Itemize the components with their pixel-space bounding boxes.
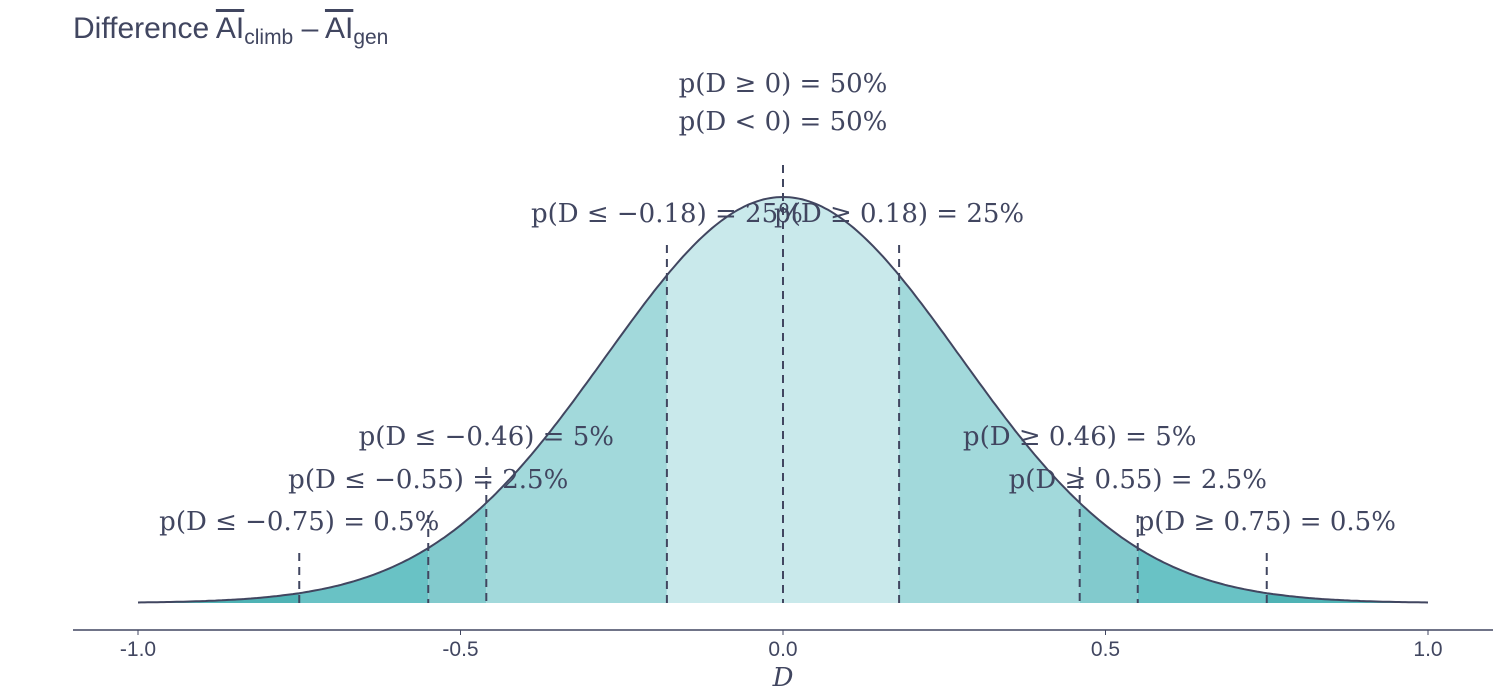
shaded-region — [138, 593, 300, 603]
shaded-region — [1079, 502, 1138, 603]
x-tick-label: -0.5 — [442, 638, 478, 661]
title-ai-climb: AI — [216, 12, 244, 45]
x-tick-label: 1.0 — [1413, 638, 1442, 661]
quantile-label: p(D ≤ −0.46) = 5% — [359, 422, 614, 452]
title-subscript-climb: climb — [244, 26, 293, 49]
shaded-region — [299, 548, 429, 603]
quantile-label: p(D ≥ 0.46) = 5% — [963, 422, 1197, 452]
title-ai-gen: AI — [325, 12, 353, 45]
quantile-label: p(D ≥ 0) = 50% — [679, 69, 888, 99]
title-subscript-gen: gen — [353, 26, 388, 49]
shaded-region — [783, 197, 900, 603]
quantile-label: p(D ≥ 0.18) = 25% — [774, 199, 1024, 229]
x-tick-label: 0.0 — [768, 638, 797, 661]
title-text: Difference — [73, 12, 216, 45]
x-tick-label: 0.5 — [1091, 638, 1120, 661]
shaded-regions — [138, 197, 1428, 603]
x-axis-label: D — [772, 663, 794, 693]
shaded-region — [899, 275, 1080, 603]
quantile-label: p(D ≥ 0.55) = 2.5% — [1009, 465, 1267, 495]
shaded-region — [486, 275, 667, 603]
quantile-lines — [298, 165, 1268, 603]
x-ticks: -1.0 -0.5 0.0 0.5 1.0 — [120, 630, 1443, 661]
quantile-label: p(D ≤ −0.75) = 0.5% — [159, 507, 439, 537]
shaded-region — [666, 197, 783, 603]
quantile-label: p(D ≥ 0.75) = 0.5% — [1138, 507, 1396, 537]
quantile-label: p(D < 0) = 50% — [679, 107, 888, 137]
annotations: p(D ≤ −0.75) = 0.5% p(D ≤ −0.55) = 2.5% p(… — [159, 69, 1396, 537]
shaded-region — [1137, 548, 1267, 603]
shaded-region — [1266, 593, 1428, 603]
shaded-region — [428, 502, 487, 603]
x-tick-label: -1.0 — [120, 638, 156, 661]
quantile-label: p(D ≤ −0.55) = 2.5% — [288, 465, 568, 495]
title-minus: – — [293, 12, 325, 45]
quantile-label: p(D ≤ −0.18) = 25% — [531, 199, 803, 229]
chart-title: Difference AIclimb – AIgen — [73, 12, 388, 49]
